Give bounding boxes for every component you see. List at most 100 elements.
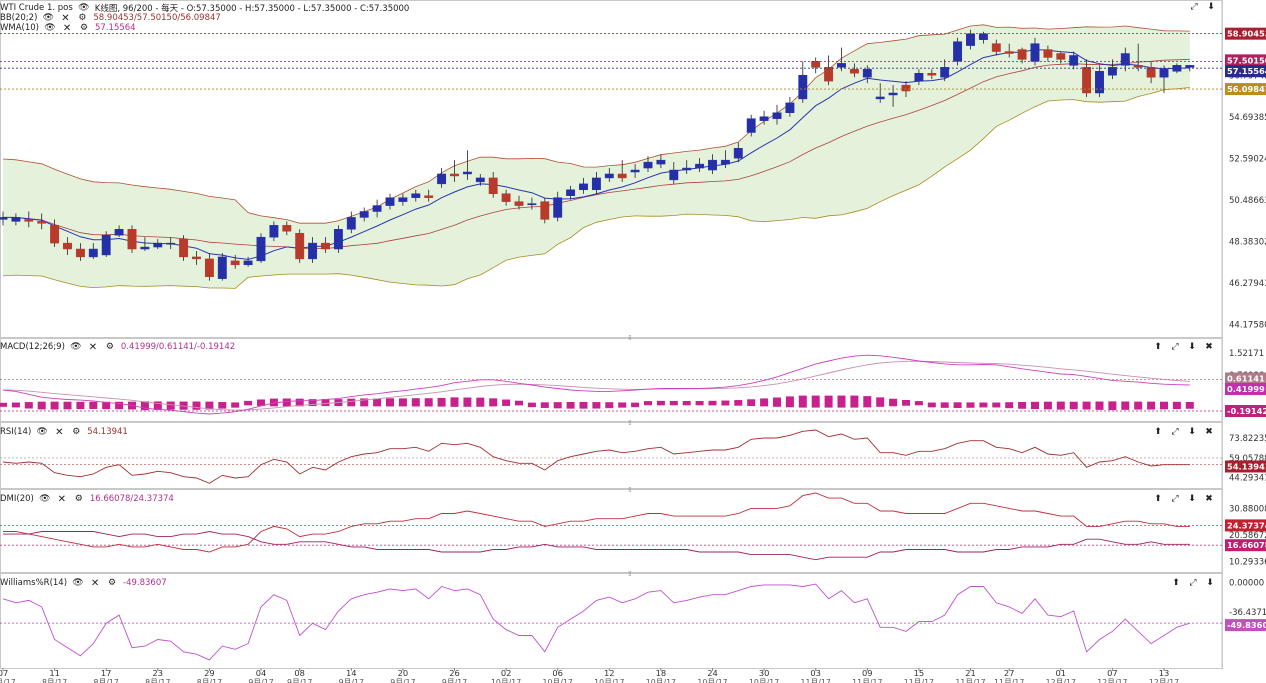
y-tick-label: 20.58672 [1229,531,1266,541]
main-header: WTI Crude 1. pos 👁 K线图, 96/200 - 每天 - O:… [0,1,409,15]
panel-resize-grip[interactable]: ⁞⁞ [628,419,631,427]
move-down-icon[interactable]: ⬇ [1188,427,1196,437]
candle-body [385,197,395,206]
candle-body [488,177,498,194]
candle-body [359,211,369,218]
macd-histogram-bar [1043,401,1052,410]
close-icon[interactable]: ✕ [61,12,70,24]
eye-icon[interactable]: 👁 [78,3,90,13]
macd-histogram-bar [140,401,149,411]
candle-body [1069,55,1079,66]
candle-body [579,183,588,191]
eye-icon[interactable]: 👁 [70,342,82,352]
macd-histogram-bar [166,401,175,410]
eye-icon[interactable]: 👁 [44,23,56,33]
x-tick-day: 21 [965,668,976,678]
move-down-icon[interactable]: ⬇ [1207,2,1215,12]
macd-histogram-bar [850,395,859,408]
close-icon[interactable]: ✕ [62,22,72,34]
maximize-icon[interactable]: ⤢ [1171,494,1179,504]
macd-histogram-bar [257,399,265,406]
macd-histogram-bar [502,399,511,406]
x-tick-month: 8月/17 [197,678,222,683]
panel-resize-grip[interactable]: ⁞⁞ [628,570,631,578]
macd-histogram-bar [192,401,201,410]
candle-body [566,189,576,196]
macd-signal-line [2,360,1190,411]
candle-body [1185,65,1195,68]
eye-icon[interactable]: 👁 [42,13,55,23]
macd-histogram-bar [295,398,304,407]
gear-icon[interactable]: ⚙ [105,342,114,352]
move-up-icon[interactable]: ⬆ [1154,342,1162,352]
candle-body [1017,49,1027,60]
price-tag-bb-mid-bg [1225,54,1266,67]
move-up-icon[interactable]: ⬆ [1154,494,1162,504]
y-tick-label: 0.00000 [1229,578,1264,588]
move-down-icon[interactable]: ⬇ [1188,494,1196,504]
candle-body [308,242,318,260]
x-tick-month: 10月/17 [543,678,573,683]
macd-tag-macd-bg [1225,383,1266,396]
williams-values: -49.83607 [123,578,167,588]
gear-icon[interactable]: ⚙ [74,494,83,504]
candle-body [888,92,898,96]
close-panel-icon[interactable]: ✖ [1205,494,1213,504]
maximize-icon[interactable]: ⤢ [1171,342,1179,352]
x-tick-day: 08 [294,668,305,678]
candle-body [37,221,47,224]
panel-resize-grip[interactable]: ⁞⁞ [628,334,631,342]
candle-body [295,232,305,260]
candle-body [1056,53,1066,60]
close-panel-icon[interactable]: ✖ [1205,427,1213,437]
close-icon[interactable]: ✕ [90,577,100,589]
macd-histogram-bar [1134,401,1143,410]
candle-body [50,225,60,244]
x-tick-day: 26 [449,668,460,678]
close-panel-icon[interactable]: ✖ [1205,342,1213,352]
macd-tag-signal: 0.61141 [1227,373,1265,383]
x-tick-month: 8月/17 [145,678,170,683]
x-tick-day: 04 [256,668,267,678]
macd-histogram-bar [244,400,253,406]
x-tick-day: 02 [501,668,512,678]
macd-histogram-bar [386,398,394,407]
gear-icon[interactable]: ⚙ [79,23,89,33]
candle-body [901,84,911,92]
maximize-icon[interactable]: ⤢ [1189,578,1197,588]
rsi-line [2,429,1190,484]
x-tick-day: 12 [604,668,615,678]
eye-icon[interactable]: 👁 [72,578,84,588]
move-up-icon[interactable]: ⬆ [1154,427,1162,437]
close-icon[interactable]: ✕ [57,493,67,505]
macd-histogram-bar [463,397,472,407]
gear-icon[interactable]: ⚙ [72,427,81,437]
macd-histogram-bar [1082,401,1091,410]
macd-histogram-bar [902,399,910,406]
gear-icon[interactable]: ⚙ [78,13,87,23]
panel-resize-grip[interactable]: ⁞⁞ [628,486,631,494]
dmi-tag-plus-bg [1225,519,1266,532]
maximize-icon[interactable]: ⤢ [1190,2,1198,12]
bollinger-middle-line [3,58,1190,250]
candle-body [411,193,421,198]
eye-icon[interactable]: 👁 [39,494,51,504]
move-down-icon[interactable]: ⬇ [1188,342,1196,352]
candle-body [398,197,408,202]
rsi-tag: 54.13941 [1227,461,1266,471]
eye-icon[interactable]: 👁 [36,427,48,437]
y-tick-label: 10.29336 [1229,558,1266,568]
maximize-icon[interactable]: ⤢ [1171,427,1179,437]
candle-body [63,242,72,250]
close-icon[interactable]: ✕ [88,341,98,353]
move-down-icon[interactable]: ⬇ [1206,578,1214,588]
macd-histogram-bar [321,399,330,407]
close-icon[interactable]: ✕ [55,426,64,438]
x-tick-month: 12月/17 [1149,678,1179,683]
candle-body [695,163,705,169]
move-up-icon[interactable]: ⬆ [1172,578,1180,588]
wma-line [3,48,1190,260]
gear-icon[interactable]: ⚙ [107,578,117,588]
candle-body [630,169,640,173]
